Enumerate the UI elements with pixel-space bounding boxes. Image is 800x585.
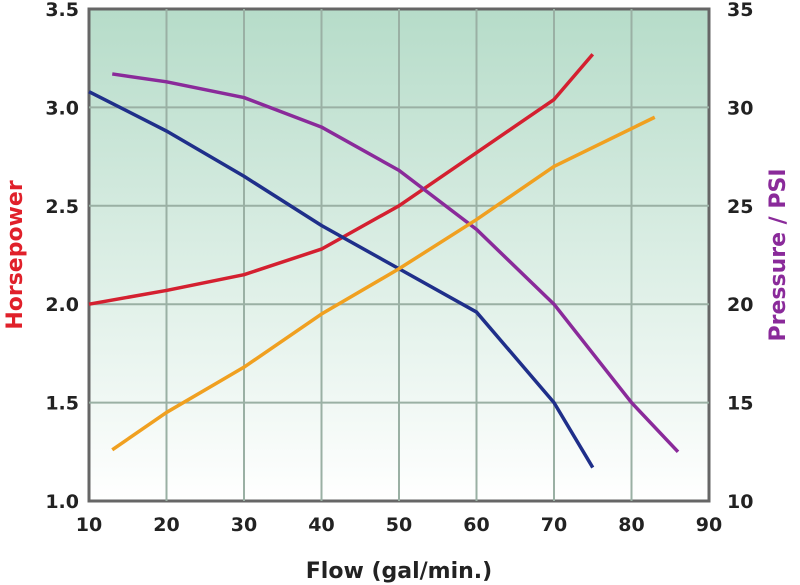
x-axis-label: Flow (gal/min.) [306, 559, 492, 584]
x-tick-label: 60 [463, 514, 489, 536]
x-tick-label: 80 [618, 514, 644, 536]
x-tick-label: 30 [231, 514, 257, 536]
x-tick-label: 70 [541, 514, 567, 536]
y2-tick-label: 20 [727, 294, 753, 316]
x-tick-label: 20 [153, 514, 179, 536]
x-tick-label: 40 [308, 514, 334, 536]
y-tick-label: 2.5 [45, 196, 79, 218]
y2-tick-label: 25 [727, 196, 753, 218]
y-tick-label: 1.0 [45, 491, 79, 513]
x-tick-label: 10 [76, 514, 102, 536]
ticks: 10 20 30 40 50 60 70 80 90 1.0 1.5 2.0 2.5 3.0 3.5 10 15… [45, 0, 753, 536]
series-line-2 [111, 72, 680, 454]
y2-tick-label: 30 [727, 97, 753, 119]
y2-tick-label: 35 [727, 0, 753, 21]
y2-tick-label: 15 [727, 393, 753, 415]
x-tick-label: 90 [696, 514, 722, 536]
y-axis-label: Horsepower [3, 180, 28, 329]
y-tick-label: 3.0 [45, 97, 79, 119]
series-line-1 [88, 90, 595, 469]
y-tick-label: 1.5 [45, 393, 79, 415]
y2-tick-label: 10 [727, 491, 753, 513]
series-line-3 [111, 115, 656, 452]
series-group [88, 53, 680, 469]
y2-axis-label: Pressure / PSI [766, 168, 791, 341]
x-tick-label: 50 [386, 514, 412, 536]
y-tick-label: 2.0 [45, 294, 79, 316]
series-line-0 [88, 53, 595, 306]
y-tick-label: 3.5 [45, 0, 79, 21]
